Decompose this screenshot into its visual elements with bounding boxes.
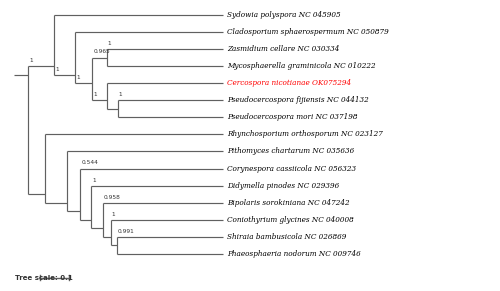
- Text: 1: 1: [118, 92, 122, 97]
- Text: Zasmidium cellare NC 030334: Zasmidium cellare NC 030334: [226, 45, 339, 53]
- Text: 0.958: 0.958: [104, 195, 121, 200]
- Text: Shiraia bambusicola NC 026869: Shiraia bambusicola NC 026869: [226, 233, 346, 241]
- Text: Corynespora cassiicola NC 056323: Corynespora cassiicola NC 056323: [226, 164, 356, 173]
- Text: Mycosphaerella graminicola NC 010222: Mycosphaerella graminicola NC 010222: [226, 62, 376, 70]
- Text: Tree scale: 0.1: Tree scale: 0.1: [14, 275, 72, 281]
- Text: 0.965: 0.965: [94, 49, 110, 54]
- Text: Pseudocercospora fijiensis NC 044132: Pseudocercospora fijiensis NC 044132: [226, 96, 368, 104]
- Text: 1: 1: [30, 58, 33, 63]
- Text: 0.991: 0.991: [118, 229, 134, 234]
- Text: 1: 1: [92, 178, 96, 182]
- Text: Coniothyrium glycines NC 040008: Coniothyrium glycines NC 040008: [226, 216, 354, 224]
- Text: 1: 1: [108, 41, 112, 46]
- Text: 0.544: 0.544: [81, 160, 98, 166]
- Text: 1: 1: [94, 92, 97, 97]
- Text: Cercospora nicotianae OK075294: Cercospora nicotianae OK075294: [226, 79, 351, 87]
- Text: Pithomyces chartarum NC 035636: Pithomyces chartarum NC 035636: [226, 148, 354, 155]
- Text: Phaeosphaeria nodorum NC 009746: Phaeosphaeria nodorum NC 009746: [226, 250, 360, 258]
- Text: Sydowia polyspora NC 045905: Sydowia polyspora NC 045905: [226, 11, 340, 19]
- Text: Rhynchosporium orthosporum NC 023127: Rhynchosporium orthosporum NC 023127: [226, 130, 382, 139]
- Text: Didymella pinodes NC 029396: Didymella pinodes NC 029396: [226, 182, 339, 190]
- Text: Pseudocercospora mori NC 037198: Pseudocercospora mori NC 037198: [226, 113, 357, 121]
- Text: Bipolaris sorokiniana NC 047242: Bipolaris sorokiniana NC 047242: [226, 199, 350, 207]
- Text: 1: 1: [56, 67, 59, 72]
- Text: 1: 1: [76, 75, 80, 80]
- Text: 1: 1: [112, 212, 116, 217]
- Text: Cladosporium sphaerospermum NC 050879: Cladosporium sphaerospermum NC 050879: [226, 28, 388, 36]
